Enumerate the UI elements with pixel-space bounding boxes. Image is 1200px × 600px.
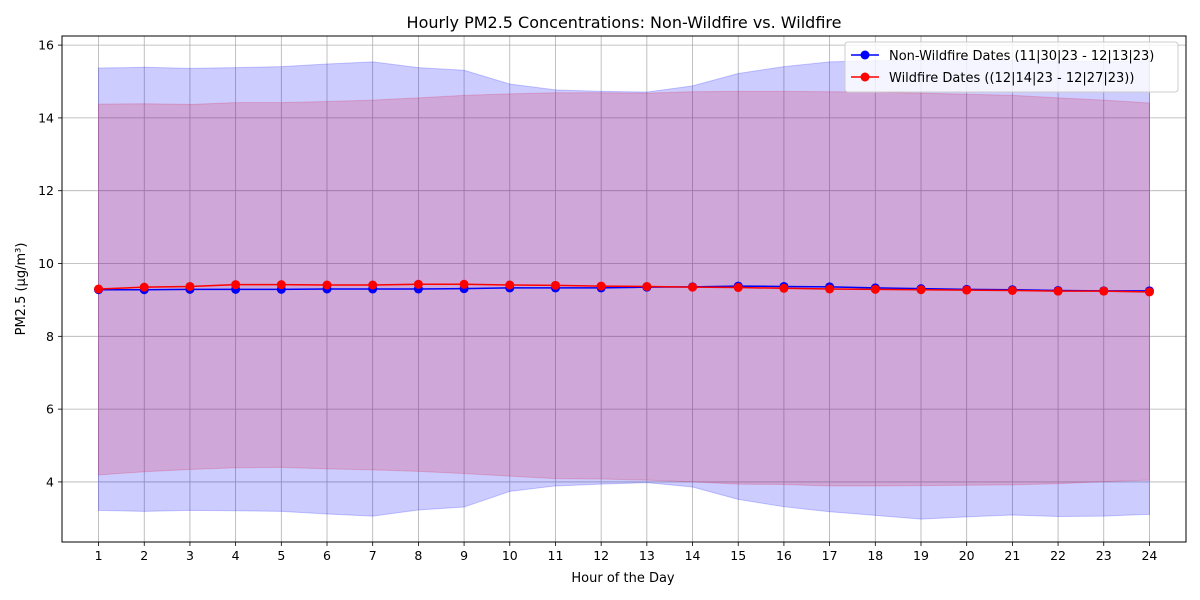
x-tick-label: 13 bbox=[639, 548, 655, 563]
point-wildfire bbox=[1007, 285, 1017, 295]
x-tick-label: 21 bbox=[1004, 548, 1020, 563]
point-wildfire bbox=[185, 281, 195, 291]
band-wildfire bbox=[98, 90, 1150, 487]
x-tick-label: 24 bbox=[1141, 548, 1157, 563]
point-wildfire bbox=[962, 285, 972, 295]
x-tick-label: 20 bbox=[959, 548, 975, 563]
x-tick-label: 19 bbox=[913, 548, 929, 563]
point-wildfire bbox=[94, 284, 104, 294]
x-axis-ticks: 1 2 3 4 5 6 7 8 9 10 11 12 13 14 15 16 17 18 19 20 21 22 23 24 bbox=[95, 542, 1157, 563]
x-axis-label: Hour of the Day bbox=[571, 571, 675, 586]
point-wildfire bbox=[231, 280, 241, 290]
x-tick-label: 12 bbox=[593, 548, 609, 563]
point-wildfire bbox=[733, 283, 743, 293]
x-tick-label: 6 bbox=[323, 548, 331, 563]
legend-box bbox=[844, 41, 1179, 93]
x-tick-label: 11 bbox=[548, 548, 564, 563]
y-tick-label: 6 bbox=[46, 402, 54, 417]
line-wildfire bbox=[98, 283, 1150, 293]
x-tick-label: 14 bbox=[685, 548, 701, 563]
point-wildfire bbox=[825, 284, 835, 294]
legend-marker-non-wildfire bbox=[860, 50, 870, 60]
x-tick-label: 17 bbox=[822, 548, 838, 563]
x-tick-label: 5 bbox=[277, 548, 285, 563]
series-markers bbox=[94, 279, 1154, 297]
y-axis-ticks: 4 6 8 10 12 14 16 bbox=[38, 38, 62, 489]
legend-label-non-wildfire: Non-Wildfire Dates (11|30|23 - 12|13|23) bbox=[889, 49, 1154, 64]
chart-title: Hourly PM2.5 Concentrations: Non-Wildfir… bbox=[407, 13, 842, 32]
point-wildfire bbox=[550, 280, 560, 290]
point-wildfire bbox=[688, 282, 698, 292]
y-tick-label: 16 bbox=[38, 38, 54, 53]
point-wildfire bbox=[870, 284, 880, 294]
y-tick-label: 14 bbox=[38, 110, 54, 125]
legend-marker-wildfire bbox=[860, 72, 870, 82]
series-lines bbox=[98, 283, 1150, 293]
x-tick-label: 10 bbox=[502, 548, 518, 563]
y-tick-label: 12 bbox=[38, 183, 54, 198]
point-wildfire bbox=[779, 283, 789, 293]
x-tick-label: 3 bbox=[186, 548, 194, 563]
band-non-wildfire bbox=[98, 59, 1150, 520]
point-wildfire bbox=[322, 280, 332, 290]
point-wildfire bbox=[368, 280, 378, 290]
point-wildfire bbox=[505, 280, 515, 290]
legend: Non-Wildfire Dates (11|30|23 - 12|13|23)… bbox=[844, 41, 1179, 93]
point-wildfire bbox=[139, 282, 149, 292]
y-tick-label: 8 bbox=[46, 329, 54, 344]
y-tick-label: 4 bbox=[46, 474, 54, 489]
x-tick-label: 15 bbox=[730, 548, 746, 563]
x-tick-label: 8 bbox=[414, 548, 422, 563]
x-tick-label: 16 bbox=[776, 548, 792, 563]
point-wildfire bbox=[642, 281, 652, 291]
y-tick-label: 10 bbox=[38, 256, 54, 271]
plot-frame bbox=[61, 35, 1187, 543]
x-tick-label: 2 bbox=[140, 548, 148, 563]
x-tick-label: 22 bbox=[1050, 548, 1066, 563]
point-wildfire bbox=[596, 281, 606, 291]
point-wildfire bbox=[916, 285, 926, 295]
point-wildfire bbox=[413, 279, 423, 289]
point-wildfire bbox=[1099, 286, 1109, 296]
legend-label-wildfire: Wildfire Dates ((12|14|23 - 12|27|23)) bbox=[889, 71, 1134, 86]
x-tick-label: 4 bbox=[232, 548, 240, 563]
point-wildfire bbox=[1144, 287, 1154, 297]
x-tick-label: 9 bbox=[460, 548, 468, 563]
point-wildfire bbox=[1053, 286, 1063, 296]
x-tick-label: 23 bbox=[1096, 548, 1112, 563]
x-tick-label: 1 bbox=[95, 548, 103, 563]
y-axis-label: PM2.5 (µg/m³) bbox=[14, 243, 29, 336]
x-tick-label: 7 bbox=[369, 548, 377, 563]
confidence-bands bbox=[98, 59, 1150, 520]
point-wildfire bbox=[276, 280, 286, 290]
point-wildfire bbox=[459, 279, 469, 289]
x-tick-label: 18 bbox=[867, 548, 883, 563]
